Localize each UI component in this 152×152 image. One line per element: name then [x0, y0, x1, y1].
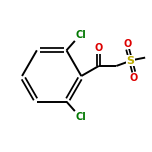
Text: O: O [123, 39, 131, 49]
Text: Cl: Cl [75, 112, 86, 122]
Text: S: S [127, 56, 135, 66]
Text: O: O [130, 73, 138, 83]
Text: Cl: Cl [75, 30, 86, 40]
Text: O: O [95, 43, 103, 53]
